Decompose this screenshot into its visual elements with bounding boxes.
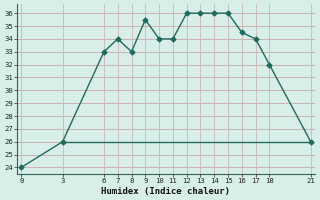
X-axis label: Humidex (Indice chaleur): Humidex (Indice chaleur) xyxy=(101,187,230,196)
